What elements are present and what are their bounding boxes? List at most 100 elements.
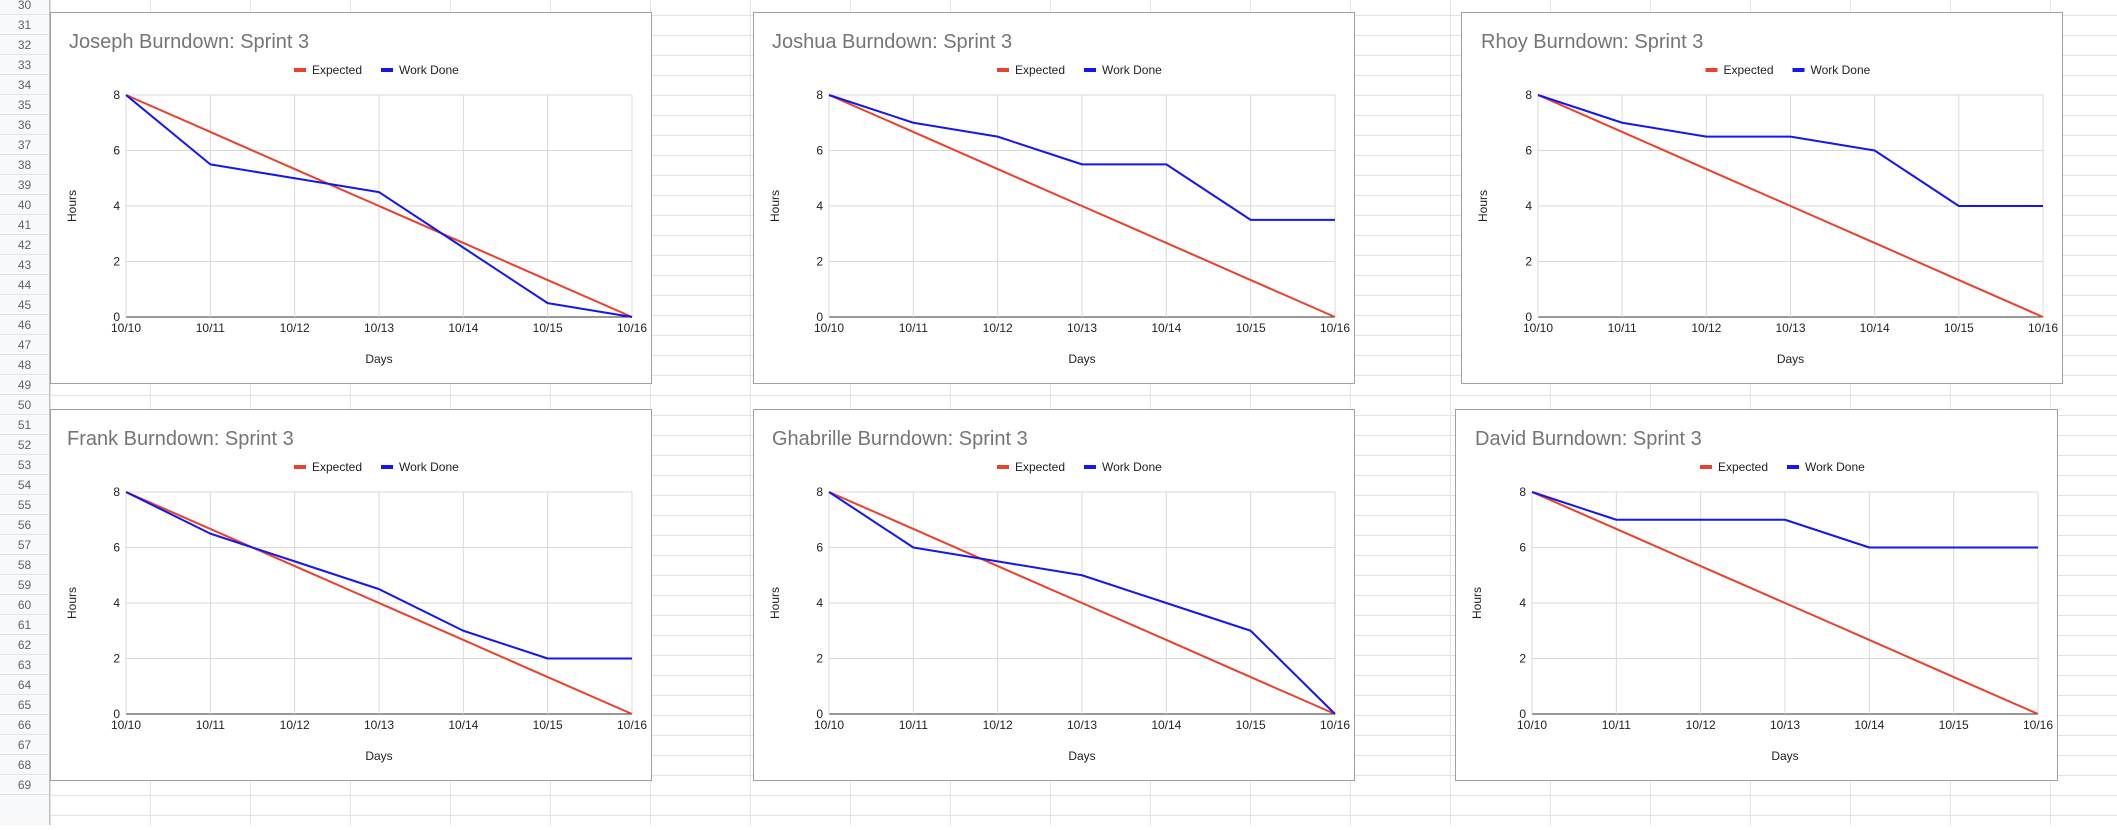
row-number[interactable]: 51: [0, 415, 49, 435]
chart-card[interactable]: Rhoy Burndown: Sprint 3 Expected Work Done…: [1461, 12, 2063, 384]
legend-label: Work Done: [1811, 63, 1871, 77]
row-number[interactable]: 37: [0, 135, 49, 155]
x-tick-label: 10/12: [1691, 321, 1721, 335]
row-number[interactable]: 44: [0, 275, 49, 295]
y-tick-label: 6: [113, 144, 120, 158]
row-number[interactable]: 68: [0, 755, 49, 775]
row-number[interactable]: 42: [0, 235, 49, 255]
y-tick-label: 2: [113, 652, 120, 666]
chart-title: Frank Burndown: Sprint 3: [67, 428, 294, 450]
y-tick-label: 0: [816, 707, 823, 721]
x-tick-label: 10/13: [1775, 321, 1805, 335]
row-number[interactable]: 58: [0, 555, 49, 575]
row-number[interactable]: 57: [0, 535, 49, 555]
burndown-chart: Frank Burndown: Sprint 3 Expected Work Don…: [65, 428, 647, 763]
chart-title: Ghabrille Burndown: Sprint 3: [772, 428, 1028, 450]
x-tick-label: 10/16: [2023, 718, 2053, 732]
x-tick-label: 10/11: [899, 321, 928, 335]
series-line-work-done: [1531, 491, 2038, 549]
row-number[interactable]: 55: [0, 495, 49, 515]
row-number[interactable]: 49: [0, 375, 49, 395]
row-number[interactable]: 52: [0, 435, 49, 455]
x-tick-label: 10/11: [1602, 718, 1631, 732]
row-number[interactable]: 61: [0, 615, 49, 635]
legend-label: Expected: [1015, 460, 1065, 474]
x-tick-label: 10/10: [1517, 718, 1547, 732]
row-number[interactable]: 65: [0, 695, 49, 715]
row-number[interactable]: 41: [0, 215, 49, 235]
x-tick-label: 10/12: [983, 718, 1013, 732]
row-number[interactable]: 39: [0, 175, 49, 195]
series-line-expected: [125, 491, 633, 715]
chart-card[interactable]: David Burndown: Sprint 3 Expected Work Don…: [1455, 409, 2058, 781]
row-number[interactable]: 63: [0, 655, 49, 675]
x-tick-label: 10/13: [1067, 321, 1097, 335]
y-tick-label: 2: [1519, 652, 1526, 666]
y-tick-label: 0: [113, 707, 120, 721]
y-tick-label: 4: [113, 596, 120, 610]
row-number[interactable]: 34: [0, 75, 49, 95]
y-tick-label: 0: [1525, 310, 1532, 324]
y-tick-label: 6: [1525, 144, 1532, 158]
x-tick-label: 10/13: [364, 718, 394, 732]
row-number[interactable]: 64: [0, 675, 49, 695]
row-number[interactable]: 33: [0, 55, 49, 75]
row-number[interactable]: 38: [0, 155, 49, 175]
y-axis-title: Hours: [1476, 190, 1490, 222]
chart-card[interactable]: Ghabrille Burndown: Sprint 3 Expected Work…: [753, 409, 1355, 781]
y-tick-label: 0: [816, 310, 823, 324]
row-number[interactable]: 56: [0, 515, 49, 535]
y-tick-label: 8: [816, 485, 823, 499]
row-number[interactable]: 35: [0, 95, 49, 115]
x-tick-label: 10/12: [280, 321, 310, 335]
row-number[interactable]: 53: [0, 455, 49, 475]
y-tick-label: 2: [816, 255, 823, 269]
y-axis-title: Hours: [768, 587, 782, 619]
x-tick-label: 10/14: [1151, 718, 1181, 732]
row-number[interactable]: 48: [0, 355, 49, 375]
row-number[interactable]: 32: [0, 35, 49, 55]
series-line-work-done: [125, 491, 632, 660]
chart-card[interactable]: Joshua Burndown: Sprint 3 Expected Work Do…: [753, 12, 1355, 384]
y-tick-label: 4: [816, 199, 823, 213]
y-tick-label: 6: [816, 144, 823, 158]
row-number[interactable]: 62: [0, 635, 49, 655]
x-tick-label: 10/14: [448, 321, 478, 335]
chart-card[interactable]: Joseph Burndown: Sprint 3 Expected Work Do…: [50, 12, 652, 384]
series-line-expected: [125, 94, 633, 318]
y-axis-title: Hours: [65, 587, 79, 619]
series-line-expected: [828, 491, 1336, 715]
y-tick-label: 4: [1519, 596, 1526, 610]
row-number[interactable]: 54: [0, 475, 49, 495]
chart-title: David Burndown: Sprint 3: [1475, 428, 1702, 450]
row-number[interactable]: 47: [0, 335, 49, 355]
row-number[interactable]: 46: [0, 315, 49, 335]
x-tick-label: 10/15: [1939, 718, 1969, 732]
row-number[interactable]: 60: [0, 595, 49, 615]
row-number[interactable]: 50: [0, 395, 49, 415]
x-axis-title: Days: [1068, 749, 1095, 763]
row-number[interactable]: 31: [0, 15, 49, 35]
row-number[interactable]: 36: [0, 115, 49, 135]
row-number[interactable]: 66: [0, 715, 49, 735]
row-number[interactable]: 45: [0, 295, 49, 315]
x-tick-label: 10/16: [2028, 321, 2058, 335]
row-number[interactable]: 40: [0, 195, 49, 215]
burndown-chart: Ghabrille Burndown: Sprint 3 Expected Work…: [768, 428, 1350, 763]
x-tick-label: 10/15: [1236, 718, 1266, 732]
row-number[interactable]: 30: [0, 0, 49, 15]
x-tick-label: 10/15: [533, 718, 563, 732]
row-number[interactable]: 67: [0, 735, 49, 755]
row-number[interactable]: 59: [0, 575, 49, 595]
row-number[interactable]: 69: [0, 775, 49, 795]
y-tick-label: 2: [1525, 255, 1532, 269]
x-tick-label: 10/12: [1686, 718, 1716, 732]
y-tick-label: 6: [1519, 541, 1526, 555]
chart-title: Joshua Burndown: Sprint 3: [772, 31, 1012, 53]
row-number[interactable]: 43: [0, 255, 49, 275]
x-tick-label: 10/16: [617, 321, 647, 335]
y-tick-label: 4: [816, 596, 823, 610]
legend-label: Work Done: [1102, 460, 1162, 474]
chart-card[interactable]: Frank Burndown: Sprint 3 Expected Work Don…: [50, 409, 652, 781]
